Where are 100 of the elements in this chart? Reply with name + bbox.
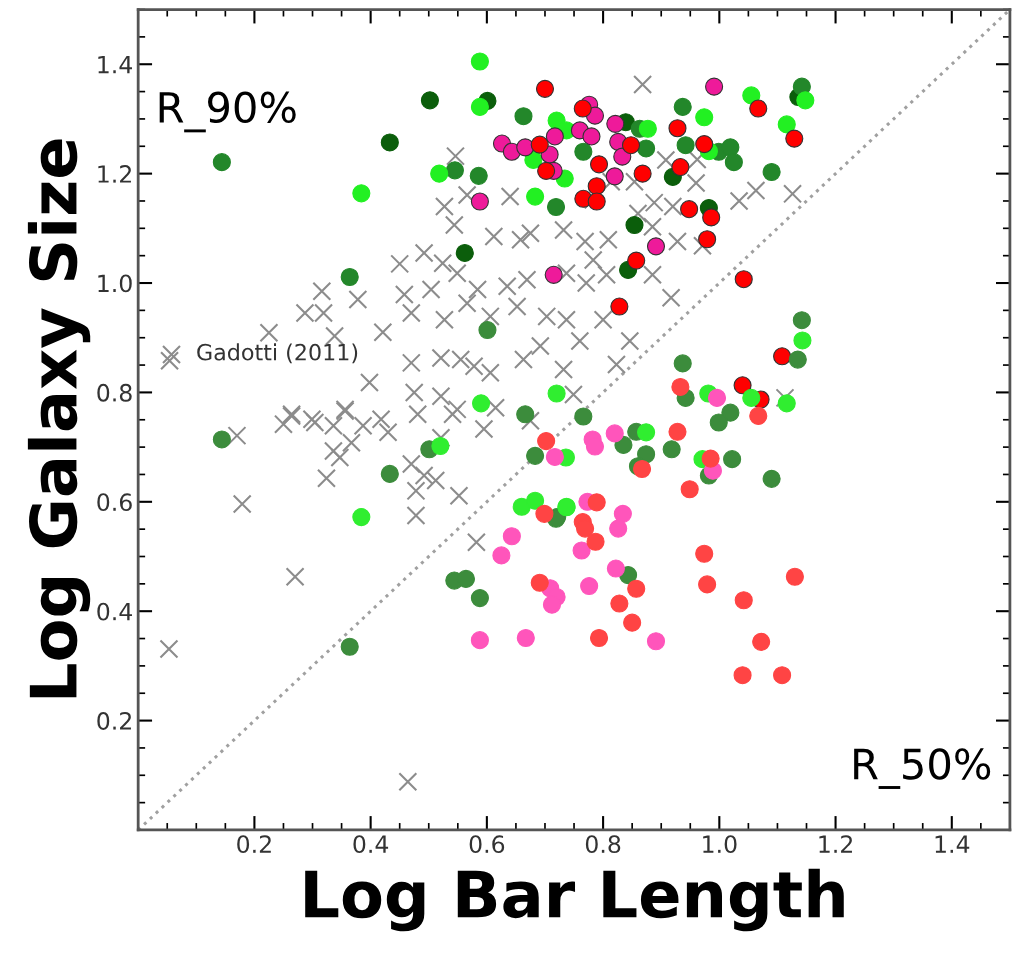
point xyxy=(514,107,533,126)
point xyxy=(671,158,690,177)
point xyxy=(627,251,646,270)
point xyxy=(545,447,564,467)
point xyxy=(749,406,768,425)
point xyxy=(470,192,489,211)
point xyxy=(545,127,564,146)
point xyxy=(574,142,593,161)
point xyxy=(662,440,681,459)
point xyxy=(773,347,792,366)
point xyxy=(537,432,556,451)
point xyxy=(668,422,687,441)
point xyxy=(637,423,656,442)
point xyxy=(605,167,624,186)
point xyxy=(625,215,644,235)
point xyxy=(637,139,656,158)
legend-label: Gadotti (2011) xyxy=(197,343,358,364)
point xyxy=(502,527,521,546)
point xyxy=(478,320,497,340)
point xyxy=(587,177,606,196)
x-tick-label: 1.0 xyxy=(703,835,737,854)
point xyxy=(470,631,489,650)
point xyxy=(709,413,728,432)
point xyxy=(606,559,625,578)
point xyxy=(587,493,606,512)
point xyxy=(586,532,605,551)
point xyxy=(542,595,562,614)
point xyxy=(695,544,714,563)
point xyxy=(573,99,592,118)
point xyxy=(762,469,781,488)
point xyxy=(547,384,566,403)
point xyxy=(610,594,629,613)
y-tick-label: 0.4 xyxy=(97,602,132,621)
point xyxy=(544,265,563,284)
point xyxy=(792,311,811,330)
point xyxy=(627,579,646,598)
point xyxy=(621,136,641,155)
point xyxy=(470,97,489,116)
point xyxy=(605,424,624,443)
point xyxy=(572,541,591,560)
point xyxy=(673,97,692,116)
point xyxy=(589,628,609,648)
point xyxy=(469,166,488,185)
point xyxy=(456,569,476,588)
x-tick-label: 1.4 xyxy=(935,835,970,853)
point xyxy=(470,589,489,608)
point xyxy=(470,52,489,71)
point xyxy=(613,504,632,523)
point xyxy=(610,297,629,316)
point xyxy=(492,546,511,565)
point xyxy=(526,187,545,206)
point xyxy=(585,437,605,456)
point xyxy=(721,403,740,422)
point xyxy=(742,86,761,105)
y-tick-label: 1.0 xyxy=(98,274,132,293)
point xyxy=(420,91,439,110)
point xyxy=(633,164,652,183)
point xyxy=(535,79,555,98)
point xyxy=(646,632,666,651)
point xyxy=(676,136,695,155)
point xyxy=(212,153,231,172)
point xyxy=(574,407,593,426)
point xyxy=(673,354,692,373)
point xyxy=(380,133,399,152)
point xyxy=(546,197,566,217)
point xyxy=(698,230,717,249)
point xyxy=(516,405,535,424)
y-axis-title: Log Galaxy Size xyxy=(27,139,91,698)
y-tick-label: 1.2 xyxy=(98,165,131,183)
point xyxy=(526,446,545,465)
point xyxy=(749,99,768,118)
point xyxy=(380,464,399,483)
point xyxy=(638,119,657,138)
point xyxy=(340,637,359,656)
point xyxy=(352,508,371,527)
point xyxy=(587,192,606,211)
point xyxy=(680,200,699,219)
point xyxy=(580,576,599,596)
point xyxy=(212,430,231,449)
point xyxy=(680,480,699,499)
point xyxy=(793,331,812,350)
point xyxy=(724,153,743,172)
y-tick-label: 1.4 xyxy=(98,55,132,74)
point xyxy=(609,519,628,538)
point xyxy=(535,504,554,523)
point xyxy=(431,436,450,456)
point xyxy=(589,155,609,174)
point xyxy=(762,162,781,182)
point xyxy=(721,138,740,157)
point xyxy=(352,184,371,203)
point xyxy=(702,208,721,227)
point xyxy=(445,161,464,180)
point xyxy=(698,575,717,594)
point xyxy=(777,115,796,134)
point xyxy=(695,108,714,127)
point xyxy=(705,77,724,96)
y-tick-label: 0.6 xyxy=(97,493,132,512)
point xyxy=(695,135,714,154)
y-tick-label: 0.8 xyxy=(97,383,132,402)
y-tick-label: 0.2 xyxy=(97,712,131,730)
